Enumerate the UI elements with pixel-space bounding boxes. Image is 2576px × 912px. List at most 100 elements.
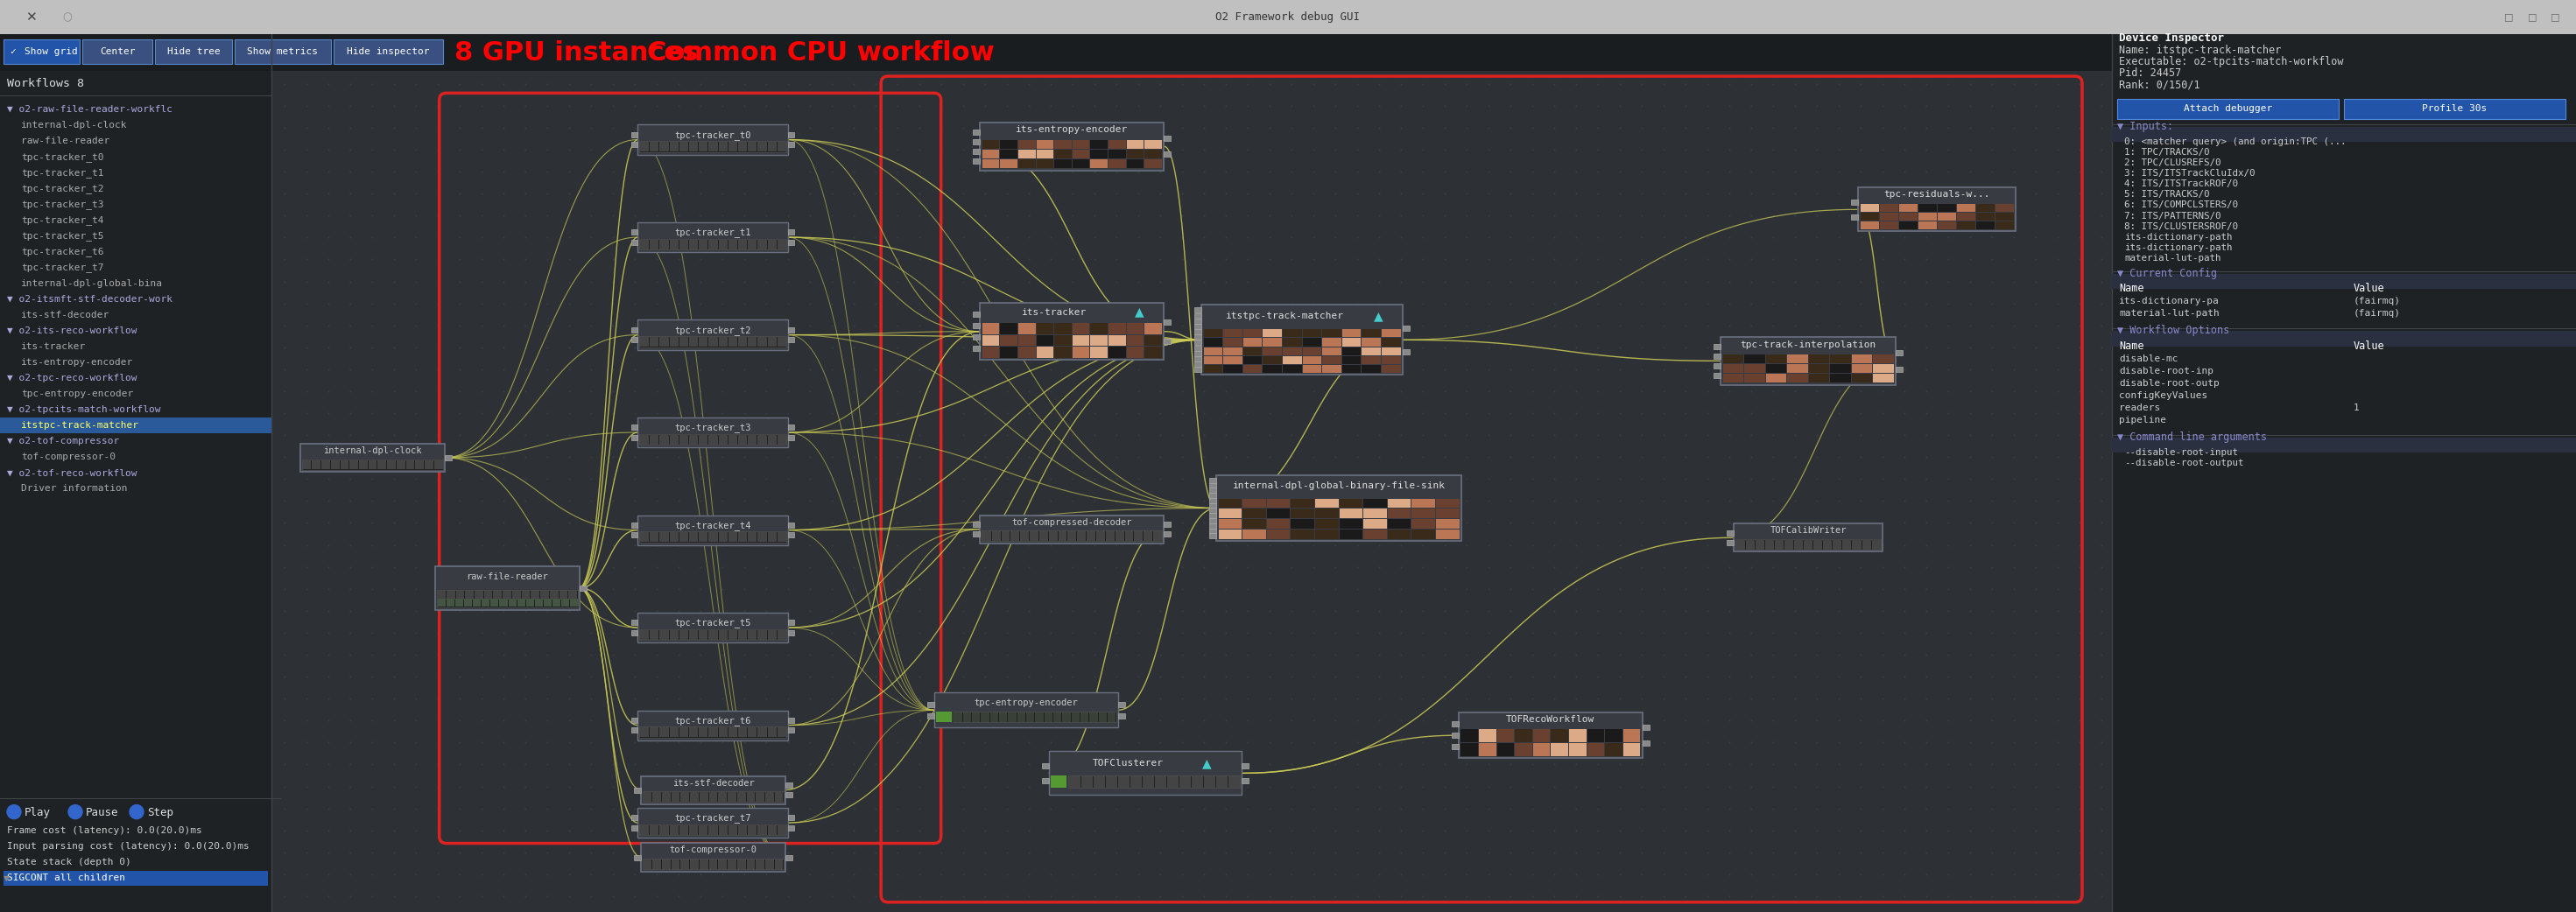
Bar xyxy=(1860,203,1878,212)
Bar xyxy=(1623,743,1641,756)
FancyBboxPatch shape xyxy=(1195,346,1200,350)
Bar xyxy=(1054,712,1061,722)
Bar xyxy=(1873,539,1880,549)
FancyBboxPatch shape xyxy=(1195,324,1200,329)
Bar xyxy=(1479,743,1497,756)
Bar xyxy=(688,532,698,542)
Text: tpc-tracker_t3: tpc-tracker_t3 xyxy=(675,423,752,432)
Bar xyxy=(520,591,531,606)
Bar xyxy=(541,591,549,606)
FancyBboxPatch shape xyxy=(641,844,786,871)
Text: 2: TPC/CLUSREFS/0: 2: TPC/CLUSREFS/0 xyxy=(2125,159,2221,167)
Bar xyxy=(1048,531,1056,541)
Bar xyxy=(1303,329,1321,337)
Bar xyxy=(0,34,2576,70)
Text: Play: Play xyxy=(26,807,52,818)
Text: tpc-tracker_t0: tpc-tracker_t0 xyxy=(675,130,752,140)
Bar xyxy=(688,824,698,834)
FancyBboxPatch shape xyxy=(1164,136,1172,141)
Bar xyxy=(639,824,649,834)
FancyBboxPatch shape xyxy=(927,701,935,707)
Bar xyxy=(0,798,281,912)
FancyBboxPatch shape xyxy=(631,327,639,333)
Bar xyxy=(1090,324,1108,335)
FancyBboxPatch shape xyxy=(446,455,451,461)
Bar xyxy=(1244,338,1262,347)
Bar xyxy=(1203,365,1224,373)
Text: Hide tree: Hide tree xyxy=(167,47,222,56)
Bar xyxy=(435,590,577,607)
Bar xyxy=(1316,519,1340,529)
Bar xyxy=(659,337,670,347)
Bar xyxy=(1340,499,1363,508)
FancyBboxPatch shape xyxy=(788,435,793,440)
Bar xyxy=(1180,776,1190,788)
Bar xyxy=(1533,743,1551,756)
Bar xyxy=(569,591,577,606)
Bar xyxy=(680,727,688,737)
Bar xyxy=(729,434,737,444)
FancyBboxPatch shape xyxy=(1208,523,1216,529)
FancyBboxPatch shape xyxy=(788,230,793,235)
Bar xyxy=(1267,519,1291,529)
FancyBboxPatch shape xyxy=(974,323,979,328)
Bar xyxy=(1788,364,1808,373)
FancyBboxPatch shape xyxy=(631,620,639,626)
FancyBboxPatch shape xyxy=(974,130,979,134)
Bar xyxy=(659,824,670,834)
Circle shape xyxy=(70,805,82,819)
Bar xyxy=(981,712,989,722)
Bar xyxy=(989,712,997,722)
Bar xyxy=(1388,509,1412,518)
FancyBboxPatch shape xyxy=(1208,534,1216,539)
Bar xyxy=(1814,539,1821,549)
Bar xyxy=(1002,531,1010,541)
Bar xyxy=(698,434,708,444)
FancyBboxPatch shape xyxy=(435,566,580,610)
Bar xyxy=(729,337,737,347)
Text: --disable-root-input: --disable-root-input xyxy=(2125,448,2239,457)
Text: 0: <matcher query> (and origin:TPC (...: 0: <matcher query> (and origin:TPC (... xyxy=(2125,137,2347,146)
Bar xyxy=(778,239,786,249)
Bar xyxy=(1381,338,1401,347)
Bar xyxy=(1216,776,1229,788)
Bar xyxy=(1072,347,1090,358)
FancyBboxPatch shape xyxy=(639,515,788,545)
Bar xyxy=(531,591,538,606)
FancyBboxPatch shape xyxy=(1713,344,1721,349)
Text: ▼ o2-itsmft-stf-decoder-work: ▼ o2-itsmft-stf-decoder-work xyxy=(8,295,173,304)
FancyBboxPatch shape xyxy=(2117,99,2339,119)
Text: tpc-tracker_t6: tpc-tracker_t6 xyxy=(21,247,103,257)
Bar xyxy=(554,599,562,607)
Bar xyxy=(518,599,526,607)
Bar xyxy=(739,434,747,444)
Bar xyxy=(719,337,726,347)
Bar xyxy=(1388,499,1412,508)
FancyBboxPatch shape xyxy=(974,158,979,163)
Bar xyxy=(1937,212,1955,221)
FancyBboxPatch shape xyxy=(1208,482,1216,488)
Bar xyxy=(1030,531,1038,541)
Bar xyxy=(544,599,551,607)
Bar xyxy=(3,871,268,886)
Bar xyxy=(1262,356,1283,364)
FancyBboxPatch shape xyxy=(1216,475,1461,541)
FancyBboxPatch shape xyxy=(631,718,639,723)
Text: Pause: Pause xyxy=(85,807,118,818)
Bar xyxy=(1976,203,1994,212)
Bar xyxy=(1072,324,1090,335)
Text: tpc-tracker_t0: tpc-tracker_t0 xyxy=(21,152,103,161)
Bar xyxy=(1852,539,1860,549)
Bar xyxy=(1090,150,1108,159)
Text: ▼ Workflow Options: ▼ Workflow Options xyxy=(2117,325,2228,337)
Bar xyxy=(639,629,786,640)
Bar xyxy=(737,859,744,869)
Bar xyxy=(0,70,270,912)
Text: State stack (depth 0): State stack (depth 0) xyxy=(8,857,131,866)
Text: tpc-tracker_t5: tpc-tracker_t5 xyxy=(675,618,752,627)
Bar xyxy=(1069,776,1079,788)
Bar xyxy=(1533,730,1551,742)
Bar xyxy=(1381,347,1401,355)
FancyBboxPatch shape xyxy=(979,122,1164,171)
Bar xyxy=(739,824,747,834)
